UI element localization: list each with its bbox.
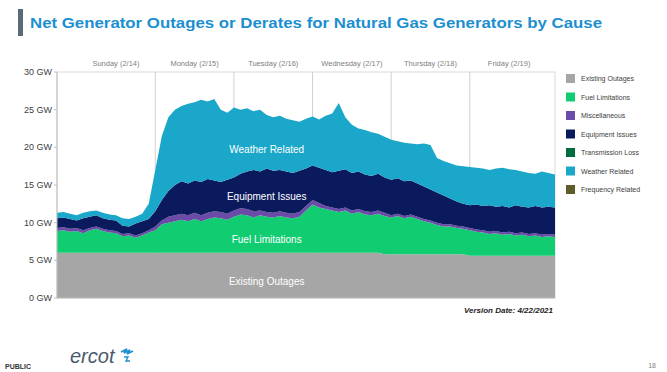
y-tick-label: 10 GW — [24, 218, 53, 228]
y-tick-label: 0 GW — [29, 293, 53, 303]
legend-label: Weather Related — [581, 168, 634, 175]
band-annotation: Fuel Limitations — [232, 234, 302, 245]
band-annotation: Equipment Issues — [227, 191, 307, 202]
y-tick-label: 25 GW — [24, 105, 53, 115]
y-tick-label: 20 GW — [24, 142, 53, 152]
area-frequency-related — [57, 99, 555, 219]
version-date: Version Date: 4/22/2021 — [464, 306, 554, 315]
classification: PUBLIC — [5, 363, 31, 370]
page-number: 18 — [648, 362, 656, 369]
category-label: Monday (2/15) — [170, 59, 219, 68]
category-label: Wednesday (2/17) — [321, 59, 383, 68]
logo-mark — [124, 357, 130, 361]
y-tick — [54, 222, 57, 223]
y-tick — [54, 109, 57, 110]
category-label: Sunday (2/14) — [92, 59, 140, 68]
logo-mark — [121, 349, 133, 354]
area-existing-outages — [57, 253, 555, 298]
legend-label: Equipment Issues — [581, 131, 637, 139]
legend-swatch — [566, 93, 575, 102]
y-tick — [54, 147, 57, 148]
y-tick-label: 30 GW — [24, 67, 53, 77]
category-label: Friday (2/19) — [488, 59, 531, 68]
plot-frame — [57, 72, 555, 298]
area-weather-related — [57, 99, 555, 226]
chart-canvas: Net Generator Outages or Derates for Nat… — [0, 0, 667, 372]
y-tick — [54, 185, 57, 186]
legend-label: Existing Outages — [581, 75, 634, 83]
legend-swatch — [566, 130, 575, 139]
legend-label: Transmission Loss — [581, 149, 640, 156]
legend-swatch — [566, 148, 575, 157]
legend-swatch — [566, 185, 575, 194]
legend-swatch — [566, 111, 575, 120]
legend-swatch — [566, 74, 575, 83]
band-annotation: Weather Related — [229, 144, 304, 155]
band-annotation: Existing Outages — [229, 276, 305, 287]
y-tick — [54, 72, 57, 73]
category-label: Tuesday (2/16) — [248, 59, 299, 68]
y-tick — [54, 298, 57, 299]
chart-title: Net Generator Outages or Derates for Nat… — [30, 14, 602, 31]
category-label: Thursday (2/18) — [404, 59, 457, 68]
logo-text: ercot — [70, 345, 116, 367]
plot-area — [57, 99, 555, 298]
y-tick-label: 5 GW — [29, 255, 53, 265]
legend-swatch — [566, 167, 575, 176]
legend-label: Miscellaneous — [581, 112, 626, 119]
legend-label: Frequency Related — [581, 186, 640, 194]
y-tick-label: 15 GW — [24, 180, 53, 190]
legend-label: Fuel Limitations — [581, 94, 631, 101]
x-axis-line — [57, 298, 555, 299]
y-tick — [54, 260, 57, 261]
title-bar — [18, 9, 23, 36]
